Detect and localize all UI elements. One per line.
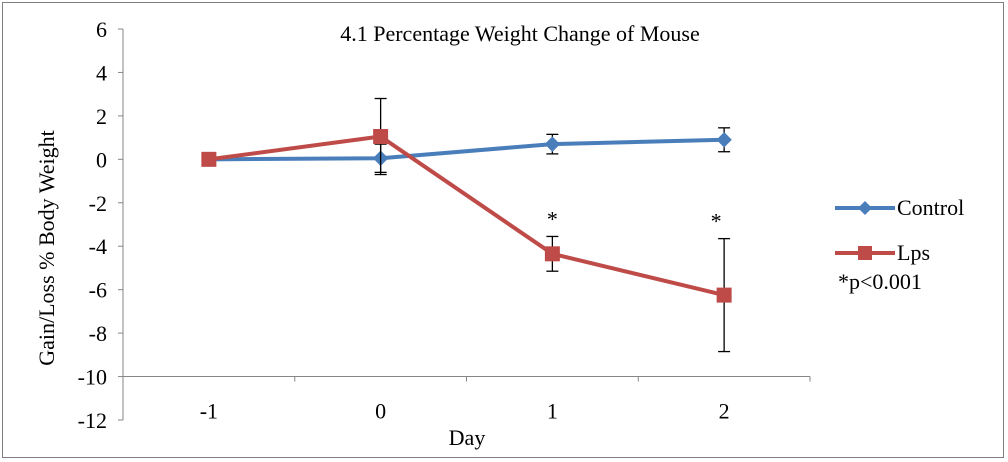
- x-tick-label: -1: [200, 399, 218, 424]
- y-tick-label: -6: [89, 278, 107, 303]
- x-tick-label: 1: [547, 399, 558, 424]
- x-axis-title: Day: [449, 425, 486, 450]
- legend-note: *p<0.001: [838, 269, 922, 294]
- chart-title: 4.1 Percentage Weight Change of Mouse: [340, 21, 700, 46]
- data-point: [544, 136, 561, 152]
- y-tick-label: -12: [78, 408, 107, 433]
- legend-label-control: Control: [897, 195, 964, 220]
- y-tick-label: 4: [96, 60, 107, 85]
- y-tick-label: 0: [96, 147, 107, 172]
- data-point: [716, 132, 732, 148]
- y-tick-label: -10: [78, 365, 107, 390]
- data-point: [373, 129, 389, 145]
- legend-label-lps: Lps: [897, 240, 930, 265]
- data-point: [544, 246, 560, 262]
- y-tick-label: -2: [89, 191, 107, 216]
- y-tick-label: -4: [89, 234, 107, 259]
- x-tick-label: 0: [375, 399, 386, 424]
- data-point: [201, 151, 217, 167]
- legend: Control Lps *p<0.001: [835, 195, 964, 294]
- series-line-lps: [208, 134, 725, 298]
- significance-marker: *: [547, 206, 558, 231]
- significance-marker: *: [711, 209, 722, 234]
- legend-marker: [858, 246, 872, 260]
- y-tick-label: -8: [89, 321, 107, 346]
- y-tick-label: 6: [96, 17, 107, 42]
- y-tick-label: 2: [96, 104, 107, 129]
- legend-marker: [858, 201, 872, 215]
- plot-area: * *: [201, 97, 732, 353]
- series-line-control: [208, 137, 725, 162]
- x-tick-label: 2: [719, 399, 730, 424]
- y-axis-title: Gain/Loss % Body Weight: [34, 130, 59, 366]
- data-point: [716, 287, 732, 303]
